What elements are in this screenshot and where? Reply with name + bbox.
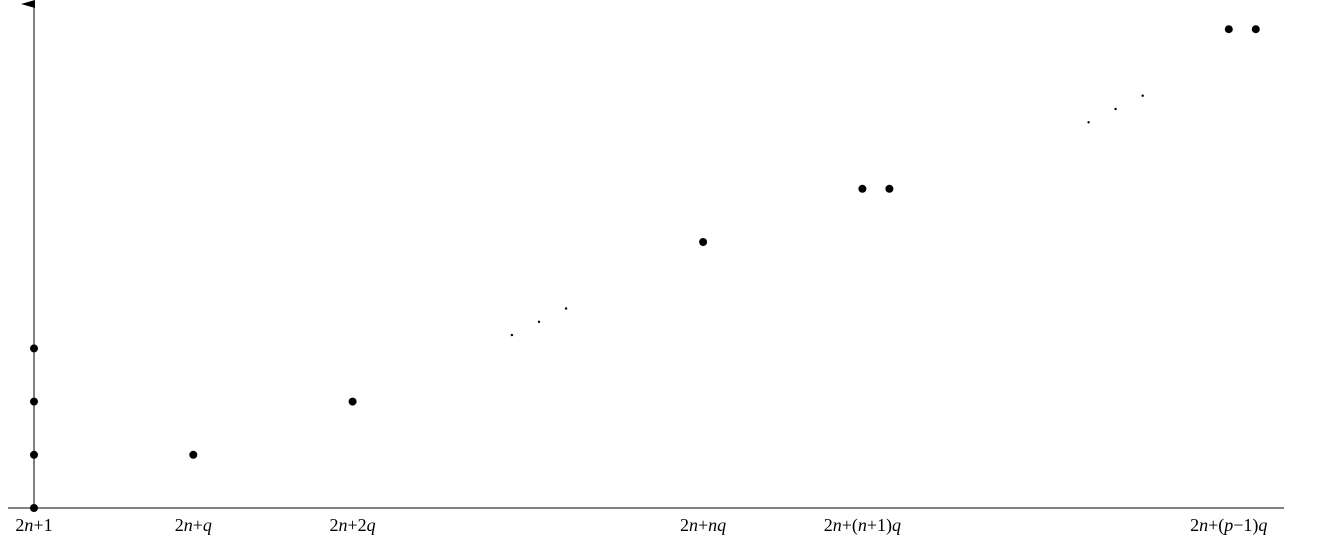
x-tick-label: 2n+1 bbox=[15, 515, 53, 535]
data-point bbox=[885, 184, 894, 193]
data-point bbox=[1224, 25, 1233, 34]
ellipsis-dots bbox=[510, 94, 1144, 337]
ellipsis-dot bbox=[1141, 94, 1144, 97]
data-point bbox=[30, 504, 38, 512]
data-point bbox=[30, 397, 38, 406]
ellipsis-dot bbox=[1087, 121, 1090, 124]
data-point bbox=[858, 184, 867, 193]
x-tick-label: 2n+2q bbox=[329, 515, 376, 535]
ellipsis-dot bbox=[537, 320, 541, 323]
data-point bbox=[348, 397, 357, 406]
data-point bbox=[699, 238, 708, 246]
data-point bbox=[189, 450, 198, 459]
x-tick-label: 2n+nq bbox=[679, 515, 727, 535]
x-tick-label: 2n+(n+1)q bbox=[823, 515, 902, 535]
ellipsis-dot bbox=[510, 333, 514, 337]
data-point bbox=[30, 344, 38, 353]
x-tick-label: 2n+q bbox=[174, 515, 212, 535]
data-point bbox=[30, 450, 38, 459]
ellipsis-dot bbox=[564, 307, 568, 310]
x-tick-label: 2n+(p−1)q bbox=[1190, 515, 1268, 535]
data-point bbox=[1251, 25, 1260, 34]
data-points bbox=[30, 25, 1260, 512]
ellipsis-dot bbox=[1114, 107, 1117, 111]
